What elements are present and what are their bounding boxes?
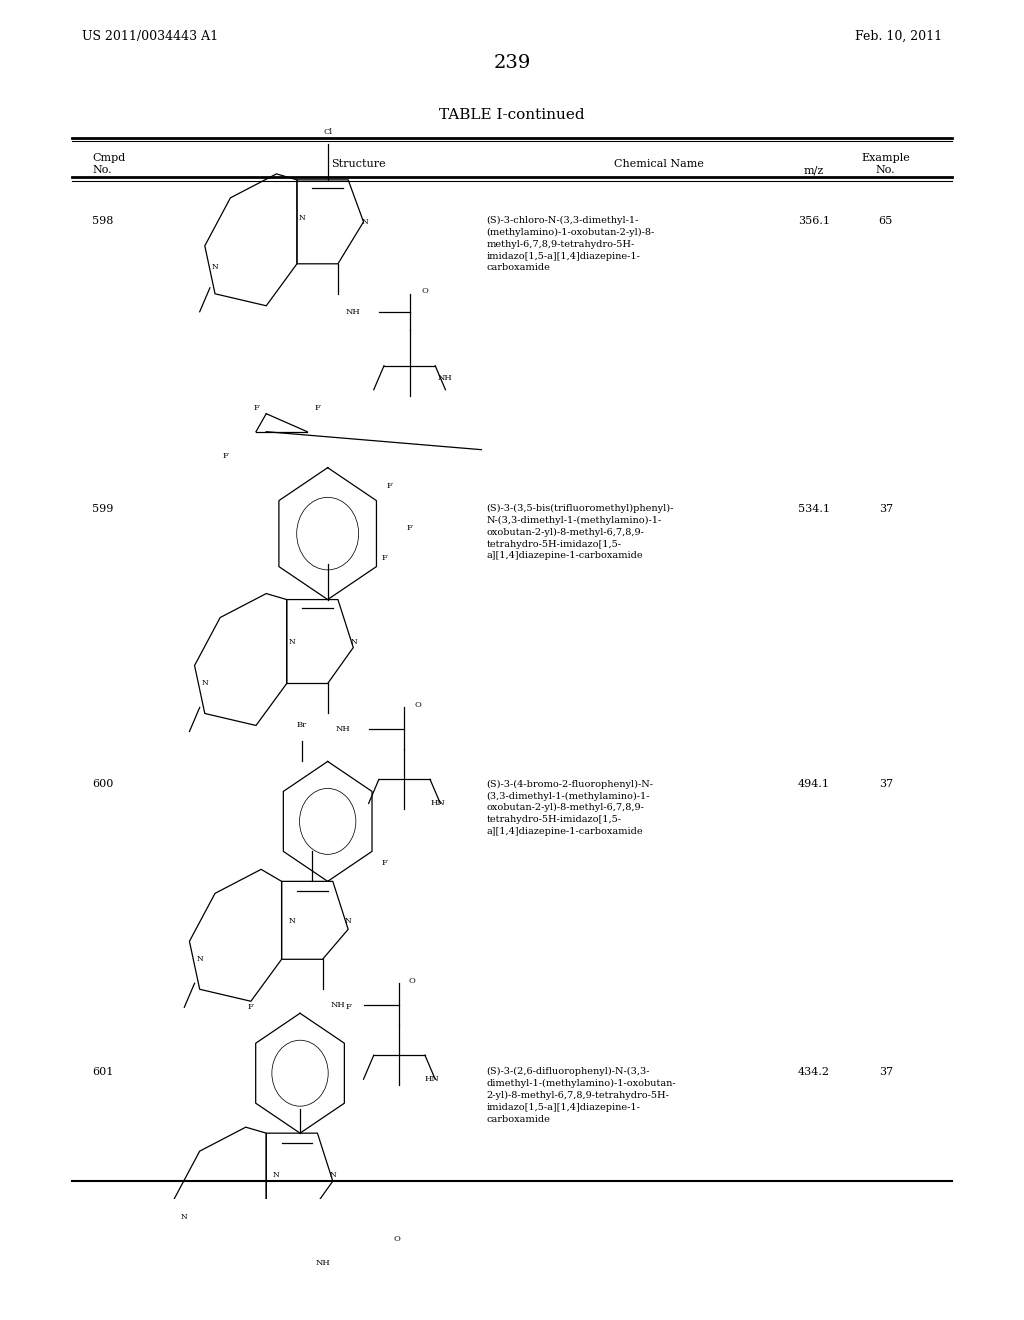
Text: Cmpd: Cmpd [92, 153, 125, 164]
Text: F: F [253, 404, 259, 412]
Text: NH: NH [438, 374, 453, 381]
Text: N: N [289, 638, 295, 645]
Text: N: N [330, 1171, 336, 1179]
Text: HN: HN [430, 800, 444, 808]
Text: Br: Br [297, 722, 307, 730]
Text: NH: NH [315, 1259, 330, 1267]
Text: 434.2: 434.2 [798, 1067, 830, 1077]
Text: 601: 601 [92, 1067, 114, 1077]
Text: Example: Example [861, 153, 910, 164]
Text: 599: 599 [92, 504, 114, 513]
Text: F: F [386, 482, 392, 490]
Text: N: N [345, 917, 351, 925]
Text: HN: HN [425, 1076, 439, 1084]
Text: F: F [314, 404, 321, 412]
Text: N: N [351, 638, 357, 645]
Text: 534.1: 534.1 [798, 504, 830, 513]
Text: NH: NH [346, 308, 360, 315]
Text: NH: NH [336, 725, 350, 733]
Text: F: F [248, 1003, 254, 1011]
Text: F: F [222, 451, 228, 459]
Text: Cl: Cl [324, 128, 332, 136]
Text: 65: 65 [879, 216, 893, 226]
Text: No.: No. [92, 165, 112, 176]
Text: 598: 598 [92, 216, 114, 226]
Text: O: O [422, 288, 428, 296]
Text: N: N [212, 264, 218, 272]
Text: (S)-3-(4-bromo-2-fluorophenyl)-N-
(3,3-dimethyl-1-(methylamino)-1-
oxobutan-2-yl: (S)-3-(4-bromo-2-fluorophenyl)-N- (3,3-d… [486, 779, 653, 836]
Text: Structure: Structure [331, 160, 386, 169]
Text: 600: 600 [92, 779, 114, 789]
Text: N: N [289, 917, 295, 925]
Text: 356.1: 356.1 [798, 216, 830, 226]
Text: TABLE I-continued: TABLE I-continued [439, 108, 585, 121]
Text: m/z: m/z [804, 165, 824, 176]
Text: F: F [381, 859, 387, 867]
Text: 37: 37 [879, 779, 893, 789]
Text: N: N [202, 680, 208, 688]
Text: N: N [181, 1213, 187, 1221]
Text: Feb. 10, 2011: Feb. 10, 2011 [855, 30, 942, 44]
Text: 37: 37 [879, 1067, 893, 1077]
Text: No.: No. [876, 165, 896, 176]
Text: (S)-3-(2,6-difluorophenyl)-N-(3,3-
dimethyl-1-(methylamino)-1-oxobutan-
2-yl)-8-: (S)-3-(2,6-difluorophenyl)-N-(3,3- dimet… [486, 1067, 676, 1123]
Text: US 2011/0034443 A1: US 2011/0034443 A1 [82, 30, 218, 44]
Text: O: O [409, 977, 415, 985]
Text: N: N [197, 956, 203, 964]
Text: O: O [394, 1234, 400, 1242]
Text: (S)-3-(3,5-bis(trifluoromethyl)phenyl)-
N-(3,3-dimethyl-1-(methylamino)-1-
oxobu: (S)-3-(3,5-bis(trifluoromethyl)phenyl)- … [486, 504, 674, 560]
Text: N: N [273, 1171, 280, 1179]
Text: N: N [299, 214, 305, 222]
Text: 494.1: 494.1 [798, 779, 830, 789]
Text: Chemical Name: Chemical Name [614, 160, 705, 169]
Text: 239: 239 [494, 54, 530, 73]
Text: O: O [415, 701, 421, 709]
Text: F: F [381, 553, 387, 561]
Text: F: F [407, 524, 413, 532]
Text: NH: NH [331, 1001, 345, 1008]
Text: N: N [361, 218, 368, 226]
Text: (S)-3-chloro-N-(3,3-dimethyl-1-
(methylamino)-1-oxobutan-2-yl)-8-
methyl-6,7,8,9: (S)-3-chloro-N-(3,3-dimethyl-1- (methyla… [486, 216, 654, 272]
Text: 37: 37 [879, 504, 893, 513]
Text: F: F [345, 1003, 351, 1011]
